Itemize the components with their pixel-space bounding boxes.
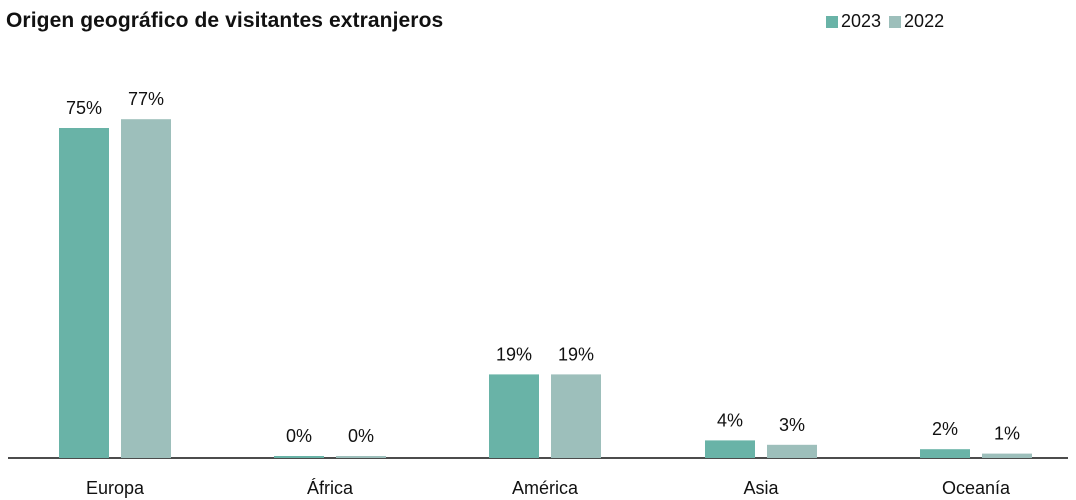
category-label-2: América <box>512 478 579 498</box>
category-label-4: Oceanía <box>942 478 1011 498</box>
data-label-2023-2: 19% <box>496 344 532 364</box>
data-label-2022-1: 0% <box>348 426 374 446</box>
data-label-2022-4: 1% <box>994 424 1020 444</box>
legend-label-2023: 2023 <box>841 11 882 31</box>
legend-item-2023: 2023 <box>826 11 881 32</box>
category-label-0: Europa <box>86 478 145 498</box>
bar-2022-3 <box>767 444 817 458</box>
legend-item-2022: 2022 <box>889 11 944 32</box>
legend: 2023 2022 <box>826 11 952 32</box>
chart-title: Origen geográfico de visitantes extranje… <box>6 9 444 32</box>
data-label-2023-4: 2% <box>932 419 958 439</box>
data-label-2022-3: 3% <box>779 415 805 435</box>
bar-2023-4 <box>920 449 970 458</box>
bar-2023-0 <box>59 128 109 458</box>
bar-2023-1 <box>274 456 324 458</box>
data-label-2023-3: 4% <box>717 410 743 430</box>
data-label-2023-1: 0% <box>286 426 312 446</box>
bar-2022-1 <box>336 456 386 458</box>
bar-2023-3 <box>705 440 755 458</box>
category-label-1: África <box>307 478 354 498</box>
bar-2022-0 <box>121 119 171 458</box>
data-label-2023-0: 75% <box>66 98 102 118</box>
data-label-2022-0: 77% <box>128 89 164 109</box>
legend-swatch-2023 <box>826 15 838 28</box>
legend-swatch-2022 <box>889 15 902 28</box>
bar-2023-2 <box>489 374 539 458</box>
category-label-3: Asia <box>743 478 779 498</box>
data-label-2022-2: 19% <box>558 344 594 364</box>
bar-2022-4 <box>982 453 1032 458</box>
legend-label-2022: 2022 <box>904 11 945 31</box>
bar-2022-2 <box>551 374 601 458</box>
